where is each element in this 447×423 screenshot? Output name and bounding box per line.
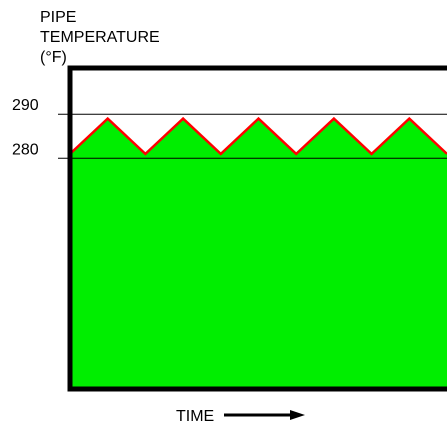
temperature-line [69,116,447,156]
y-tick-280: 280 [12,141,39,158]
temperature-area [70,118,447,388]
y-axis-title-line-3: (°F) [40,49,67,66]
y-axis-title-line-2: TEMPERATURE [40,29,160,46]
x-axis-title: TIME [176,408,214,423]
time-arrow-icon [224,410,305,420]
y-axis-title-line-1: PIPE [40,9,76,26]
plot-frame [67,65,447,392]
y-tick-290: 290 [12,97,39,114]
